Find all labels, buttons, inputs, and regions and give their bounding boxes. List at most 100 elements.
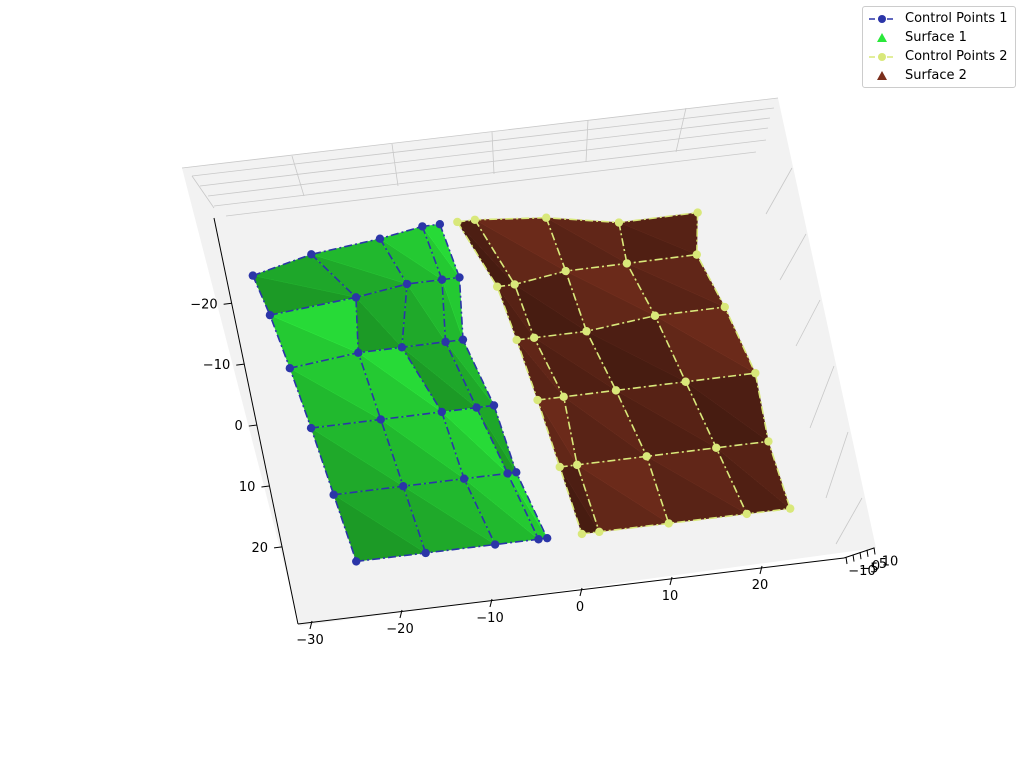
- control-point: [489, 401, 499, 410]
- control-point: [650, 311, 660, 320]
- surface-1: [252, 223, 548, 562]
- z-tick-mark: [873, 547, 876, 555]
- legend: Control Points 1 Surface 1 Control Point…: [862, 6, 1016, 88]
- control-point: [542, 213, 551, 222]
- legend-item-surface-1: Surface 1: [863, 29, 1015, 47]
- control-point: [559, 392, 568, 402]
- y-tick-mark: [248, 424, 257, 427]
- control-point: [561, 266, 570, 276]
- control-point: [751, 368, 760, 378]
- control-point: [437, 275, 447, 284]
- control-point: [458, 335, 468, 344]
- y-tick-mark: [236, 363, 245, 366]
- control-point: [642, 452, 651, 461]
- control-column-line: [618, 222, 748, 515]
- control-point: [542, 533, 552, 543]
- control-column-line: [379, 238, 496, 545]
- y-ticks: −20 −10 0 10 20: [190, 297, 283, 556]
- control-point: [664, 519, 673, 528]
- control-point: [421, 548, 430, 558]
- control-column-line: [252, 275, 357, 562]
- control-point: [529, 333, 539, 342]
- control-point: [307, 250, 316, 259]
- control-point: [512, 335, 521, 345]
- control-row-line: [457, 211, 698, 224]
- y-tick-mark: [223, 302, 232, 305]
- control-point: [472, 403, 481, 412]
- control-point: [786, 504, 795, 513]
- control-point: [577, 529, 587, 539]
- control-point: [720, 302, 729, 312]
- y-tick-label: 20: [251, 541, 268, 556]
- control-point: [435, 219, 445, 229]
- control-point: [512, 468, 521, 477]
- control-point: [397, 343, 407, 352]
- control-point: [712, 443, 721, 452]
- y-tick-label: −10: [203, 358, 230, 373]
- control-point: [764, 437, 773, 446]
- control-point: [399, 482, 408, 491]
- legend-marker-surface-1: [877, 33, 887, 42]
- control-point: [437, 407, 446, 417]
- y-tick-label: −20: [190, 297, 217, 312]
- control-point: [459, 474, 469, 483]
- control-point: [555, 462, 564, 472]
- control-column-line: [456, 221, 583, 535]
- control-point: [510, 280, 519, 289]
- x-tick-label: 10: [662, 589, 679, 604]
- control-point: [614, 218, 624, 227]
- x-axis-line: [297, 557, 845, 625]
- control-column-line: [310, 253, 427, 554]
- control-point: [441, 337, 450, 347]
- control-point: [329, 490, 338, 499]
- z-tick-mark: [859, 552, 862, 560]
- legend-item-control-points-2: Control Points 2: [863, 48, 1015, 66]
- x-ticks: −30 −20 −10 0 10 20: [296, 565, 769, 648]
- control-point: [572, 460, 582, 470]
- control-point: [611, 386, 621, 395]
- z-tick-label: 0: [872, 559, 880, 574]
- control-column-line: [474, 219, 601, 533]
- control-point: [453, 217, 462, 227]
- x-tick-label: 20: [752, 578, 769, 593]
- y-tick-label: 10: [239, 480, 256, 495]
- z-tick-label: −10: [848, 564, 875, 579]
- x-tick-mark: [669, 576, 673, 586]
- z-axis-line: [843, 547, 875, 559]
- control-point: [418, 222, 427, 231]
- z-tick-mark: [852, 554, 855, 562]
- control-column-line: [695, 212, 791, 509]
- control-point: [582, 327, 591, 336]
- x-tick-mark: [399, 609, 403, 619]
- control-point: [681, 377, 690, 386]
- z-tick-label: 5: [879, 557, 887, 572]
- control-point: [285, 363, 295, 373]
- x-tick-label: −20: [386, 622, 413, 637]
- legend-label: Surface 1: [905, 30, 967, 45]
- control-point: [492, 282, 502, 291]
- x-tick-mark: [309, 620, 313, 630]
- control-point: [351, 293, 361, 302]
- control-point: [490, 540, 500, 549]
- y-tick-mark: [261, 485, 270, 488]
- legend-label: Control Points 1: [905, 11, 1008, 26]
- control-point: [265, 310, 275, 320]
- control-point: [402, 279, 412, 289]
- control-point: [455, 273, 464, 282]
- legend-item-surface-2: Surface 2: [863, 67, 1015, 85]
- y-tick-mark: [273, 546, 283, 549]
- legend-label: Control Points 2: [905, 49, 1008, 64]
- control-point: [352, 557, 361, 566]
- control-column-line: [421, 226, 540, 540]
- control-point: [693, 208, 702, 217]
- control-point: [306, 423, 316, 433]
- z-tick-mark: [866, 549, 869, 557]
- control-points-layer: [248, 208, 795, 566]
- control-grid-2: [453, 208, 795, 539]
- x-tick-label: −10: [476, 611, 503, 626]
- legend-marker-surface-2: [877, 71, 887, 80]
- control-point: [622, 259, 632, 268]
